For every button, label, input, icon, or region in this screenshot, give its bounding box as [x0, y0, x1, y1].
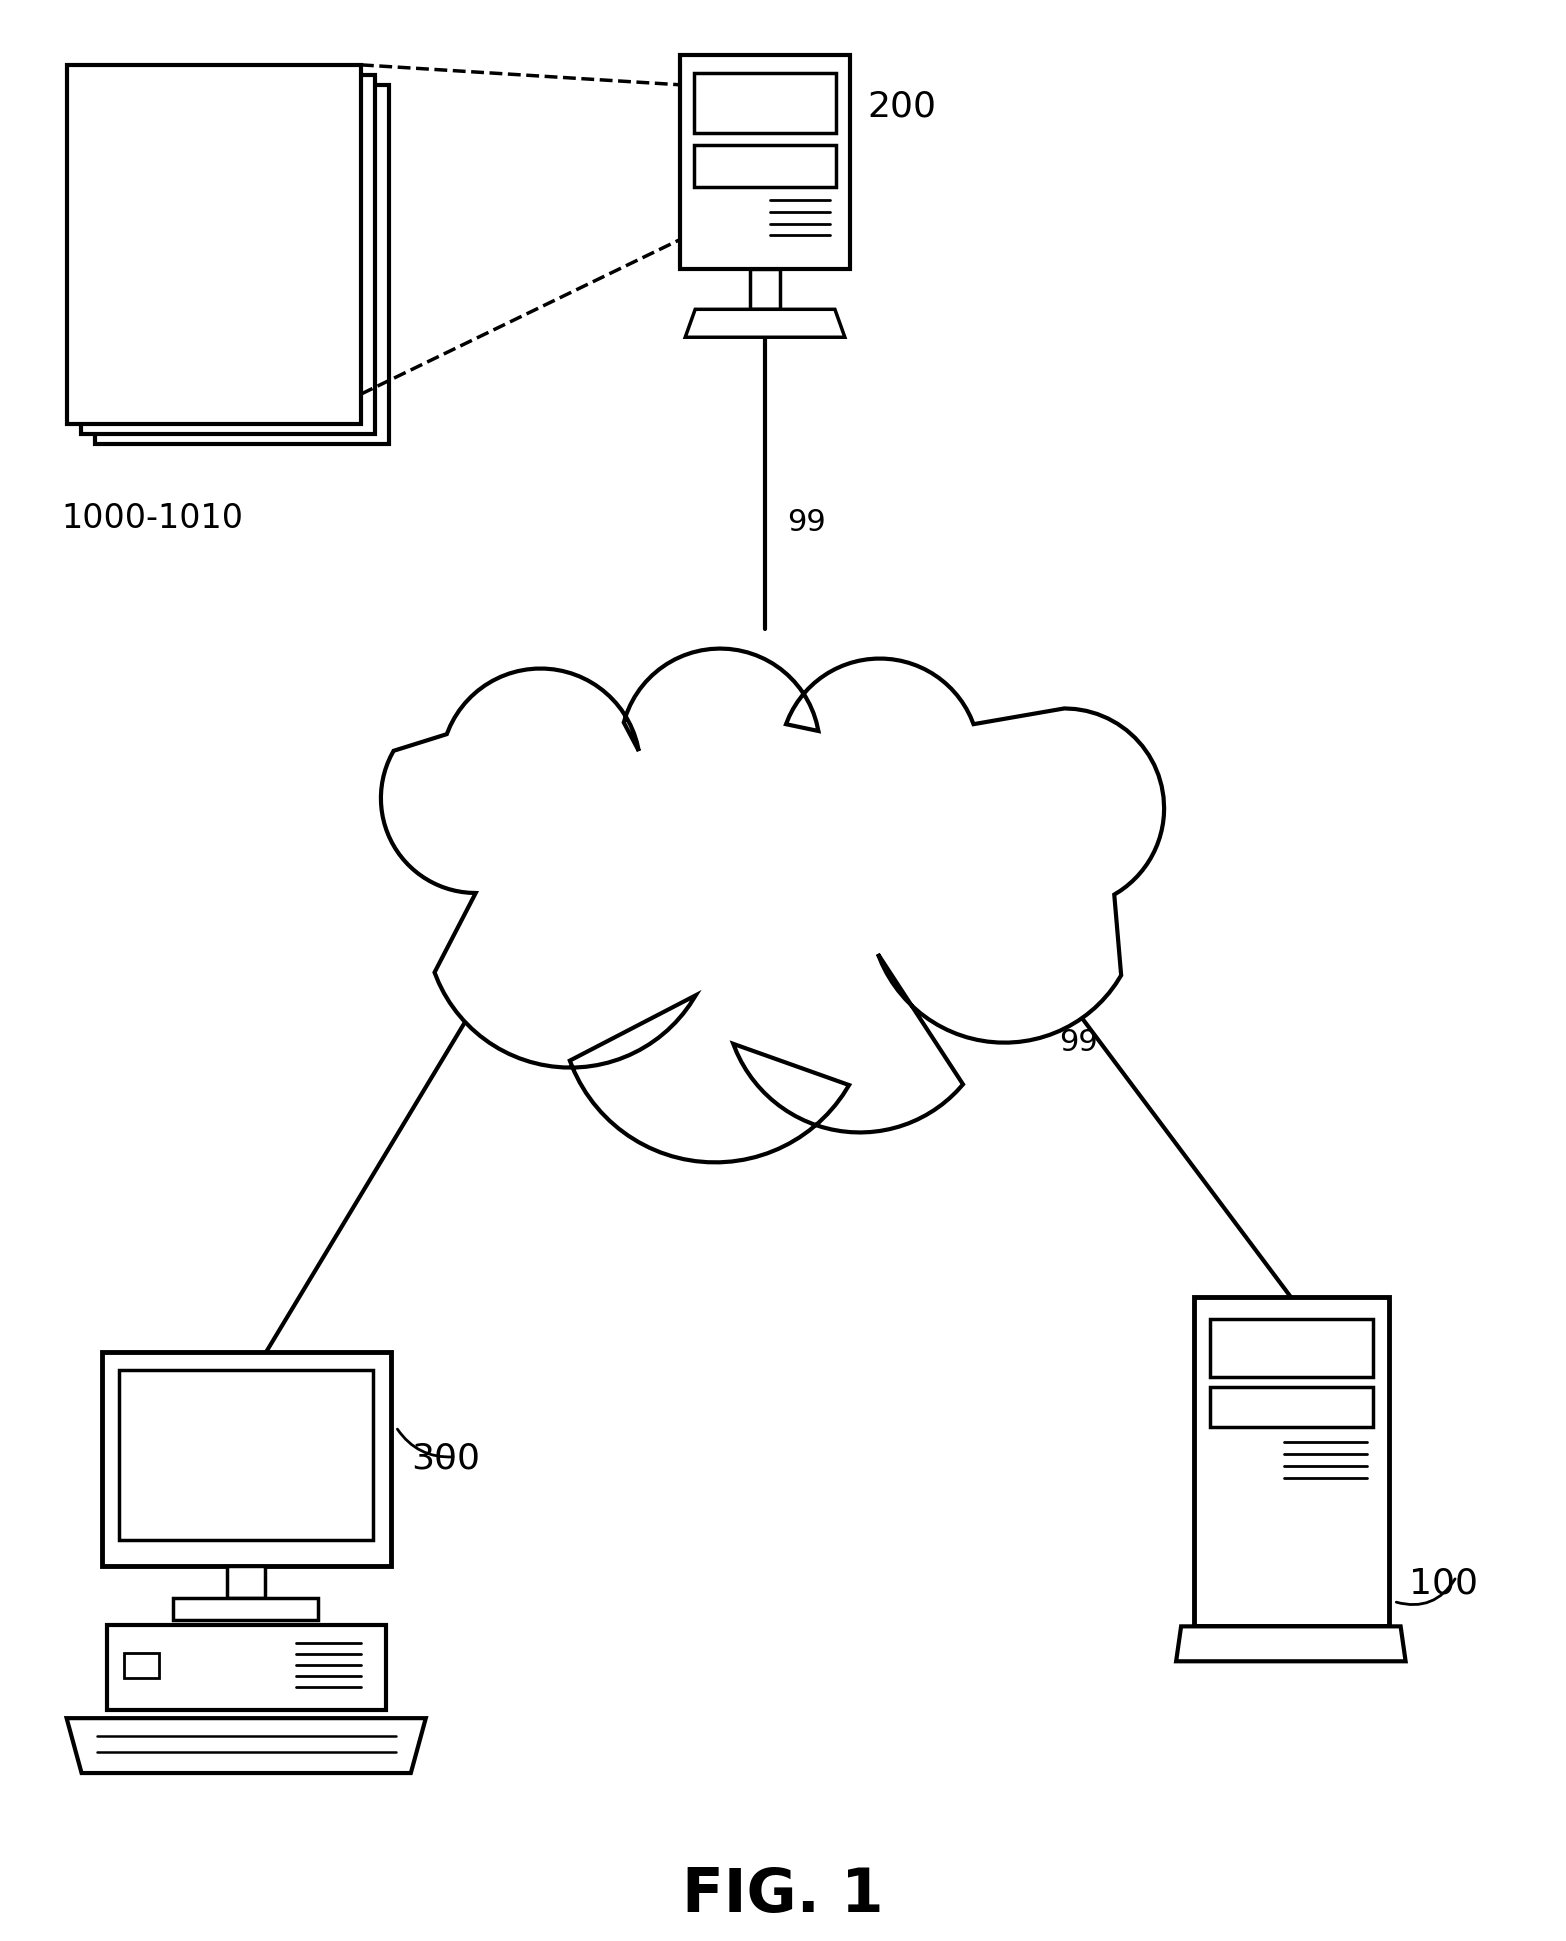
- Bar: [227, 1566, 265, 1599]
- Bar: [750, 270, 780, 309]
- Text: 300: 300: [410, 1442, 479, 1475]
- Bar: [174, 1599, 318, 1621]
- Bar: [694, 146, 836, 186]
- Bar: [67, 64, 360, 423]
- Text: FIG. 1: FIG. 1: [683, 1865, 883, 1925]
- Text: 99: 99: [788, 509, 825, 538]
- Text: 100: 100: [1408, 1566, 1478, 1601]
- Bar: [119, 1370, 373, 1539]
- Polygon shape: [67, 1718, 426, 1772]
- Text: 200: 200: [868, 89, 936, 124]
- Bar: [124, 1654, 160, 1679]
- Bar: [680, 54, 850, 270]
- Bar: [1195, 1297, 1389, 1627]
- Bar: [1211, 1320, 1373, 1376]
- Polygon shape: [686, 309, 846, 338]
- Polygon shape: [1176, 1627, 1406, 1661]
- Bar: [102, 1353, 392, 1566]
- Text: 1000-1010: 1000-1010: [61, 503, 244, 536]
- Polygon shape: [381, 648, 1164, 1163]
- Bar: [694, 74, 836, 132]
- Bar: [106, 1625, 385, 1710]
- Bar: [94, 85, 388, 444]
- Text: 99: 99: [1059, 1027, 1098, 1056]
- Bar: [80, 76, 374, 435]
- Bar: [1211, 1388, 1373, 1427]
